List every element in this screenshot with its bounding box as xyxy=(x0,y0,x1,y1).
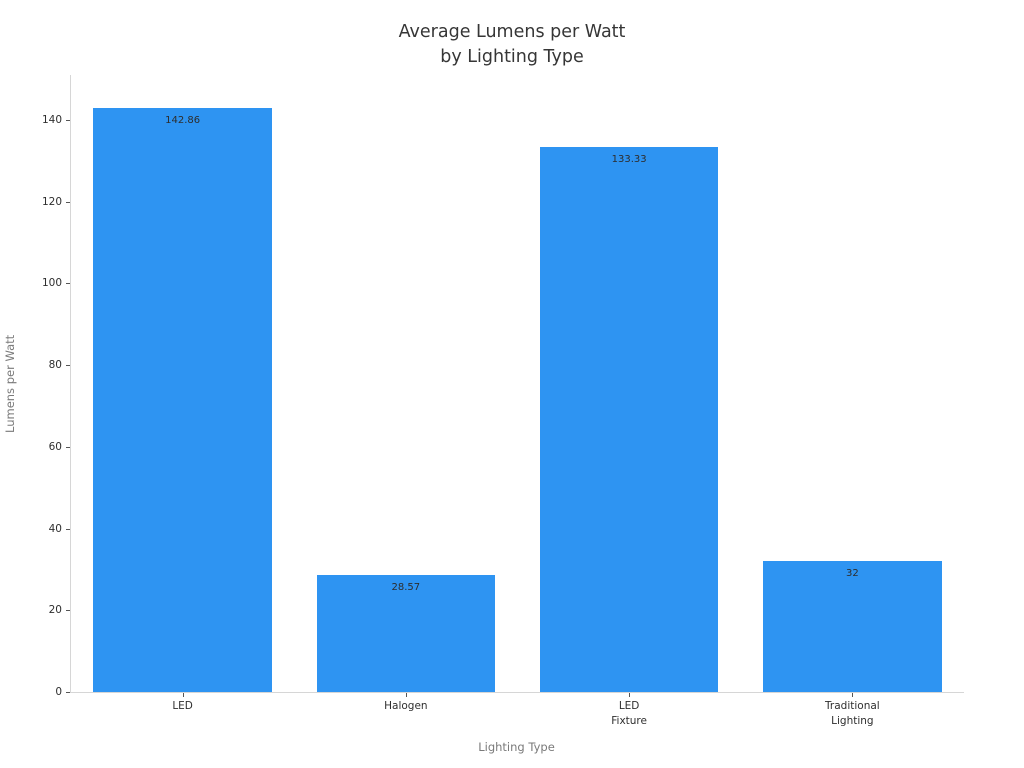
y-tick-label: 40 xyxy=(48,522,62,535)
x-tick-mark xyxy=(852,693,854,697)
y-tick-label: 80 xyxy=(48,358,62,371)
bar-led: 142.86 xyxy=(93,108,272,692)
x-tick-label: Traditional Lighting xyxy=(825,700,880,727)
bar-value-label: 28.57 xyxy=(391,582,421,594)
y-tick-mark xyxy=(66,446,70,448)
y-tick-mark xyxy=(66,528,70,530)
y-tick-label: 0 xyxy=(55,685,62,698)
chart-title: Average Lumens per Watt by Lighting Type xyxy=(398,22,626,67)
x-tick-label: Halogen xyxy=(384,700,428,712)
x-tick-mark xyxy=(629,693,631,697)
x-tick-mark xyxy=(182,693,184,697)
y-tick-mark xyxy=(66,692,70,693)
bar-led-fixture: 133.33 xyxy=(539,147,719,692)
y-tick-mark xyxy=(66,283,70,285)
y-tick-mark xyxy=(66,365,70,367)
x-tick-label: LED xyxy=(172,700,193,712)
bar-value-label: 142.86 xyxy=(165,115,201,127)
y-axis-label: Lumens per Watt xyxy=(3,334,17,433)
y-tick-mark xyxy=(66,119,70,121)
bar-traditional-lighting: 32 xyxy=(763,561,942,692)
plot-area: 0 20 40 60 80 100 120 140 142.86 LED 28.57 Halogen 1… xyxy=(42,75,964,727)
y-tick-mark xyxy=(66,201,70,203)
bar-value-label: 133.33 xyxy=(611,154,647,166)
x-tick-label: LED Fixture xyxy=(611,700,647,727)
y-tick-mark xyxy=(66,610,70,612)
bar-value-label: 32 xyxy=(845,568,859,580)
y-tick-label: 120 xyxy=(41,195,62,208)
y-tick-label: 60 xyxy=(48,440,62,453)
y-tick-label: 20 xyxy=(48,604,62,617)
y-tick-label: 140 xyxy=(41,113,62,126)
y-tick-label: 100 xyxy=(41,277,62,290)
x-tick-mark xyxy=(405,693,407,697)
x-axis-label: Lighting Type xyxy=(478,740,555,754)
bar-halogen: 28.57 xyxy=(316,575,496,692)
